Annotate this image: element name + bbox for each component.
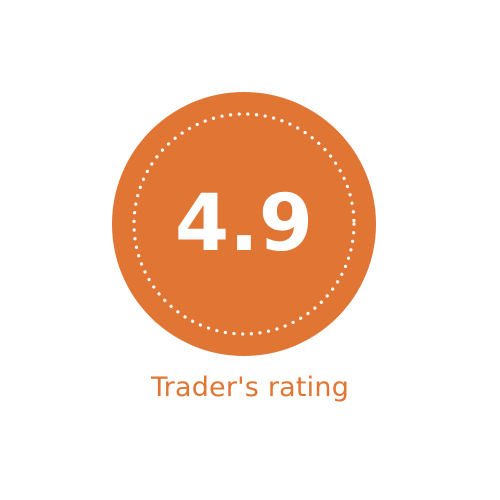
rating-value: 4.9 (175, 179, 313, 269)
dotted-ring (132, 112, 356, 336)
rating-badge-graphic: 4.9 (112, 92, 376, 356)
rating-label: Trader's rating (150, 372, 350, 403)
badge-circle (112, 92, 376, 356)
rating-badge: 4.9 (112, 92, 376, 356)
